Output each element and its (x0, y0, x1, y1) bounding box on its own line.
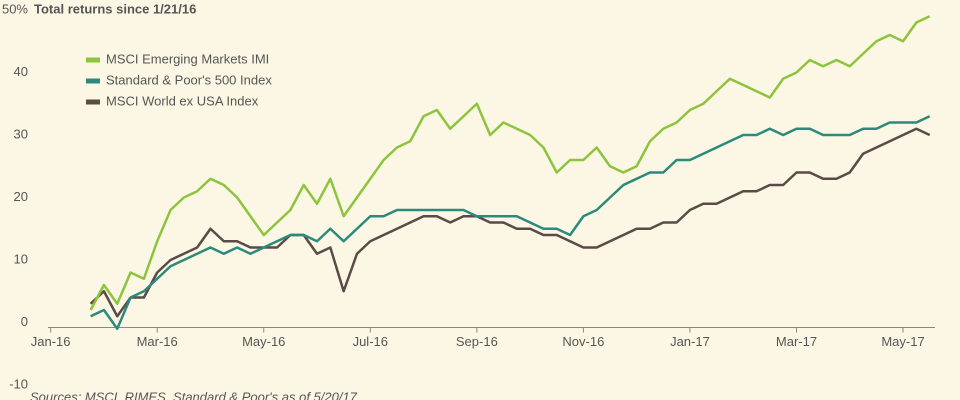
legend-label: MSCI Emerging Markets IMI (106, 51, 269, 66)
chart-title: Total returns since 1/21/16 (34, 1, 196, 16)
x-tick-label: Jan-17 (670, 334, 710, 349)
legend-label: MSCI World ex USA Index (106, 93, 259, 108)
x-tick-label: May-16 (242, 334, 285, 349)
y-tick-label: 30 (14, 126, 28, 141)
source-note: Sources: MSCI, RIMES, Standard & Poor's … (30, 389, 358, 400)
x-tick-label: May-17 (881, 334, 924, 349)
legend-label: Standard & Poor's 500 Index (106, 72, 272, 87)
x-tick-label: Jul-16 (353, 334, 388, 349)
series-line (89, 127, 931, 318)
y-tick-label: 0 (21, 314, 28, 329)
x-tick-label: Sep-16 (456, 334, 498, 349)
x-tick-label: Nov-16 (562, 334, 604, 349)
series-line (90, 115, 931, 330)
series-line (89, 15, 931, 311)
y-tick-label: -10 (9, 376, 28, 391)
x-tick-label: Mar-16 (137, 334, 178, 349)
x-tick-label: Mar-17 (776, 334, 817, 349)
y-tick-label: 50% (2, 1, 28, 16)
x-tick-label: Jan-16 (31, 334, 71, 349)
y-tick-label: 20 (14, 189, 28, 204)
y-tick-label: 40 (14, 64, 28, 79)
y-tick-label: 10 (14, 251, 28, 266)
